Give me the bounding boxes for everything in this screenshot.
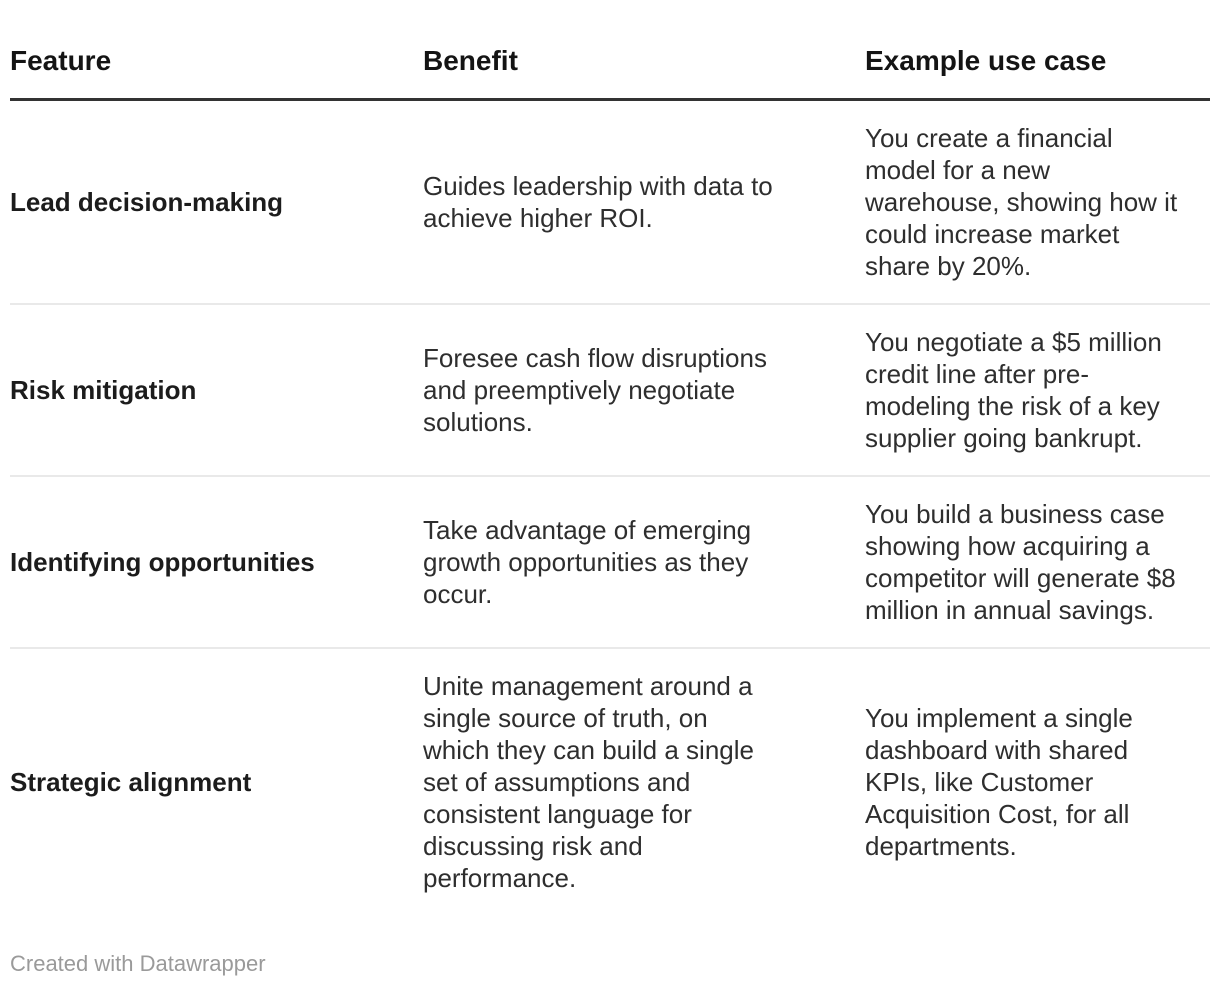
cell-example: You negotiate a $5 million credit line a… — [865, 327, 1162, 453]
cell-example: You create a financial model for a new w… — [865, 123, 1178, 281]
table-row-lead-decision-making: Lead decision-making Guides leadership w… — [10, 100, 1210, 304]
cell-example: You build a business case showing how ac… — [865, 499, 1176, 625]
cell-benefit: Unite management around a single source … — [423, 671, 754, 893]
header-row: Feature Benefit Example use case — [10, 0, 1210, 101]
cell-feature: Lead decision-making — [10, 187, 284, 217]
cell-feature: Strategic alignment — [10, 767, 252, 797]
table-body: Lead decision-making Guides leadership w… — [10, 100, 1210, 916]
table-header: Feature Benefit Example use case — [10, 0, 1210, 101]
table-row-risk-mitigation: Risk mitigation Foresee cash flow disrup… — [10, 304, 1210, 476]
column-header-benefit: Benefit — [423, 0, 865, 101]
cell-feature: Identifying opportunities — [10, 547, 315, 577]
column-header-feature: Feature — [10, 0, 423, 101]
cell-benefit: Foresee cash flow disruptions and preemp… — [423, 343, 767, 437]
cell-benefit: Guides leadership with data to achieve h… — [423, 171, 773, 233]
feature-benefit-table: Feature Benefit Example use case Lead de… — [10, 0, 1210, 915]
cell-feature: Risk mitigation — [10, 375, 197, 405]
table-row-strategic-alignment: Strategic alignment Unite management aro… — [10, 648, 1210, 915]
cell-example: You implement a single dashboard with sh… — [865, 703, 1133, 861]
table-row-identifying-opportunities: Identifying opportunities Take advantage… — [10, 476, 1210, 648]
column-header-example-use-case: Example use case — [865, 0, 1210, 101]
cell-benefit: Take advantage of emerging growth opport… — [423, 515, 752, 609]
datawrapper-attribution-link[interactable]: Created with Datawrapper — [10, 951, 266, 976]
